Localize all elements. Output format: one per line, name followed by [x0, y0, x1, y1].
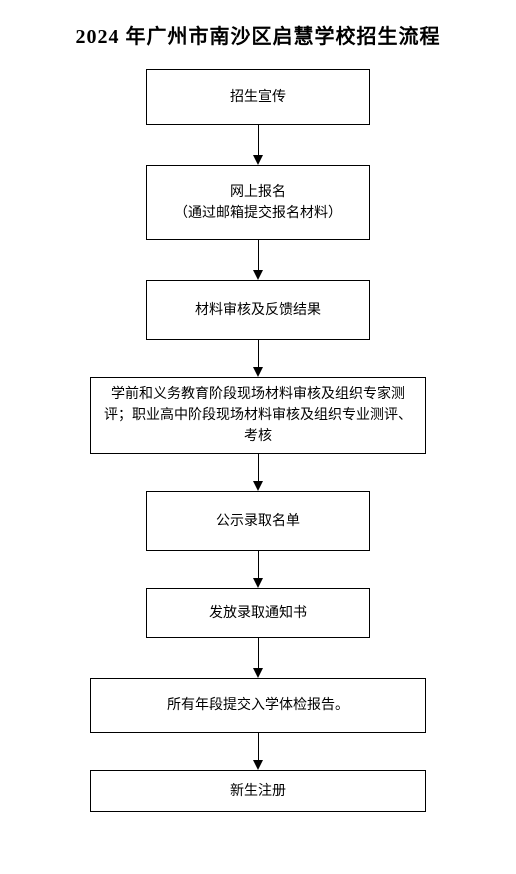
arrow-head-icon	[253, 481, 263, 491]
flow-node: 材料审核及反馈结果	[146, 280, 370, 340]
flowchart-container: 招生宣传网上报名（通过邮箱提交报名材料） 材料审核及反馈结果学前和义务教育阶段现场…	[0, 69, 516, 812]
flow-arrow	[253, 733, 263, 770]
arrow-line	[258, 551, 259, 578]
arrow-head-icon	[253, 155, 263, 165]
flow-node: 学前和义务教育阶段现场材料审核及组织专家测评；职业高中阶段现场材料审核及组织专业…	[90, 377, 426, 454]
flow-arrow	[253, 454, 263, 491]
arrow-line	[258, 638, 259, 668]
flow-arrow	[253, 340, 263, 377]
flow-node: 所有年段提交入学体检报告。	[90, 678, 426, 733]
arrow-line	[258, 340, 259, 367]
arrow-head-icon	[253, 270, 263, 280]
flow-node: 新生注册	[90, 770, 426, 812]
arrow-line	[258, 125, 259, 155]
arrow-line	[258, 454, 259, 481]
flow-node-text: 所有年段提交入学体检报告。	[167, 695, 349, 716]
arrow-head-icon	[253, 668, 263, 678]
flow-node-text: 招生宣传	[230, 87, 286, 108]
flow-arrow	[253, 240, 263, 280]
arrow-head-icon	[253, 367, 263, 377]
flow-node-text: （通过邮箱提交报名材料）	[174, 203, 342, 224]
flow-node-text: 学前和义务教育阶段现场材料审核及组织专家测评；职业高中阶段现场材料审核及组织专业…	[99, 384, 417, 447]
flow-node-text: 公示录取名单	[216, 511, 300, 532]
flow-node-text: 新生注册	[230, 781, 286, 802]
flow-node-text: 网上报名	[230, 182, 286, 203]
arrow-line	[258, 733, 259, 760]
flow-node: 公示录取名单	[146, 491, 370, 551]
flow-node: 网上报名（通过邮箱提交报名材料）	[146, 165, 370, 240]
flow-node: 招生宣传	[146, 69, 370, 125]
arrow-head-icon	[253, 578, 263, 588]
flow-node-text: 材料审核及反馈结果	[195, 300, 321, 321]
flow-arrow	[253, 551, 263, 588]
flow-arrow	[253, 638, 263, 678]
flow-arrow	[253, 125, 263, 165]
flow-node: 发放录取通知书	[146, 588, 370, 638]
page-title: 2024 年广州市南沙区启慧学校招生流程	[0, 0, 516, 69]
flow-node-text: 发放录取通知书	[209, 603, 307, 624]
arrow-head-icon	[253, 760, 263, 770]
arrow-line	[258, 240, 259, 270]
